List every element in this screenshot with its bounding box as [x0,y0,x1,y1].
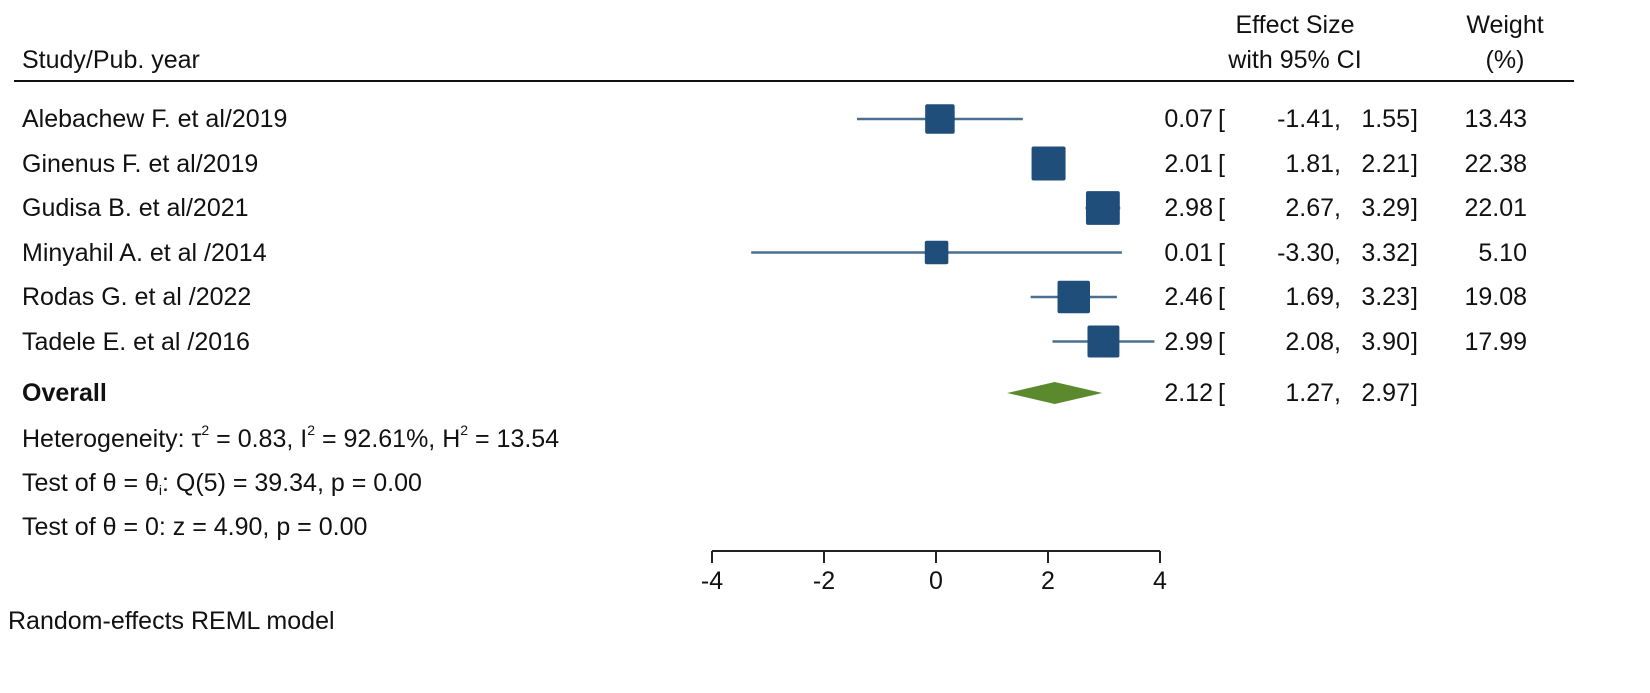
study-ci-upper: 3.90 [1361,327,1410,356]
study-bracket-close: ] [1411,105,1418,133]
heterogeneity-tau2: = 0.83, I [209,425,308,453]
heterogeneity-i2: = 92.61%, H [315,425,461,453]
study-bracket-open: [ [1218,149,1225,178]
study-label: Tadele E. et al /2016 [22,327,250,356]
study-bracket-close: ] [1411,283,1418,311]
weight-header-line2: (%) [1485,46,1525,74]
study-ci-lower: 2.08, [1285,327,1341,356]
study-ci-upper: 1.55 [1361,105,1410,133]
study-bracket-open: [ [1218,283,1225,311]
test-theta-i-rest: : Q(5) = 39.34, p = 0.00 [162,469,422,497]
x-axis-tick-label: 4 [1153,567,1167,595]
study-weight: 17.99 [1464,327,1527,356]
model-note: Random-effects REML model [8,607,335,635]
test-theta-i: Test of θ = θi: Q(5) = 39.34, p = 0.00 [22,468,422,498]
effect-size-marker [925,104,955,134]
effect-size-marker [1087,325,1120,358]
x-axis-tick-label: -4 [701,567,723,595]
test-theta-i-sub: i [158,482,163,498]
x-axis-tick-label: 0 [929,567,943,595]
study-ci-upper: 3.29 [1361,194,1410,222]
effect-size-marker [1031,146,1066,181]
tau-exponent: 2 [201,422,210,438]
study-weight: 22.38 [1464,149,1527,178]
study-ci-upper: 3.23 [1361,283,1410,311]
overall-bracket-open: [ [1218,379,1225,407]
study-label: Ginenus F. et al/2019 [22,149,259,178]
effect-size-marker [1085,191,1120,225]
study-effect-size: 2.98 [1164,194,1213,222]
study-weight: 19.08 [1464,283,1527,311]
study-effect-size: 0.01 [1164,238,1213,267]
i-exponent: 2 [307,422,316,438]
study-effect-size: 2.01 [1164,149,1213,178]
effect-size-header-line2: with 95% CI [1228,46,1362,74]
study-bracket-close: ] [1411,194,1418,222]
h-exponent: 2 [460,422,469,438]
study-bracket-open: [ [1218,238,1225,267]
x-axis-tick-label: 2 [1041,567,1055,595]
overall-label: Overall [22,379,107,407]
effect-size-marker [924,240,949,265]
study-bracket-open: [ [1218,105,1225,133]
study-ci-lower: 1.69, [1285,283,1341,311]
effect-size-header-line1: Effect Size [1235,11,1355,39]
study-label: Alebachew F. et al/2019 [22,105,288,133]
study-weight: 5.10 [1478,238,1527,267]
overall-bracket-close: ] [1411,379,1418,407]
study-ci-lower: 2.67, [1285,194,1341,222]
x-axis-tick-label: -2 [813,567,835,595]
weight-header-line1: Weight [1466,11,1544,39]
study-bracket-close: ] [1411,238,1418,267]
overall-effect-size: 2.12 [1164,379,1213,407]
study-effect-size: 0.07 [1164,105,1213,133]
study-label: Rodas G. et al /2022 [22,283,252,311]
overall-ci-upper: 2.97 [1361,379,1410,407]
heterogeneity-prefix: Heterogeneity: τ [22,425,202,453]
heterogeneity-stats: Heterogeneity: τ2 = 0.83, I2 = 92.61%, H… [22,422,560,454]
study-weight: 22.01 [1464,194,1527,222]
study-effect-size: 2.46 [1164,283,1213,311]
study-column-header: Study/Pub. year [22,46,200,74]
header-rule [14,80,1574,82]
test-theta-0: Test of θ = 0: z = 4.90, p = 0.00 [22,513,368,541]
study-ci-lower: -1.41, [1277,105,1341,133]
study-ci-upper: 3.32 [1361,238,1410,267]
effect-size-marker [1057,280,1090,314]
study-bracket-open: [ [1218,194,1225,222]
study-bracket-open: [ [1218,327,1225,356]
study-ci-upper: 2.21 [1361,149,1410,178]
heterogeneity-h2: = 13.54 [468,425,560,453]
overall-diamond [1007,382,1103,404]
study-label: Minyahil A. et al /2014 [22,238,267,267]
study-bracket-close: ] [1411,149,1418,178]
study-ci-lower: 1.81, [1285,149,1341,178]
study-label: Gudisa B. et al/2021 [22,194,249,222]
study-bracket-close: ] [1411,327,1418,356]
overall-ci-lower: 1.27, [1285,379,1341,407]
test-theta-i-prefix: Test of θ = θ [22,469,159,497]
study-weight: 13.43 [1464,105,1527,133]
study-effect-size: 2.99 [1164,327,1213,356]
study-ci-lower: -3.30, [1277,238,1341,267]
